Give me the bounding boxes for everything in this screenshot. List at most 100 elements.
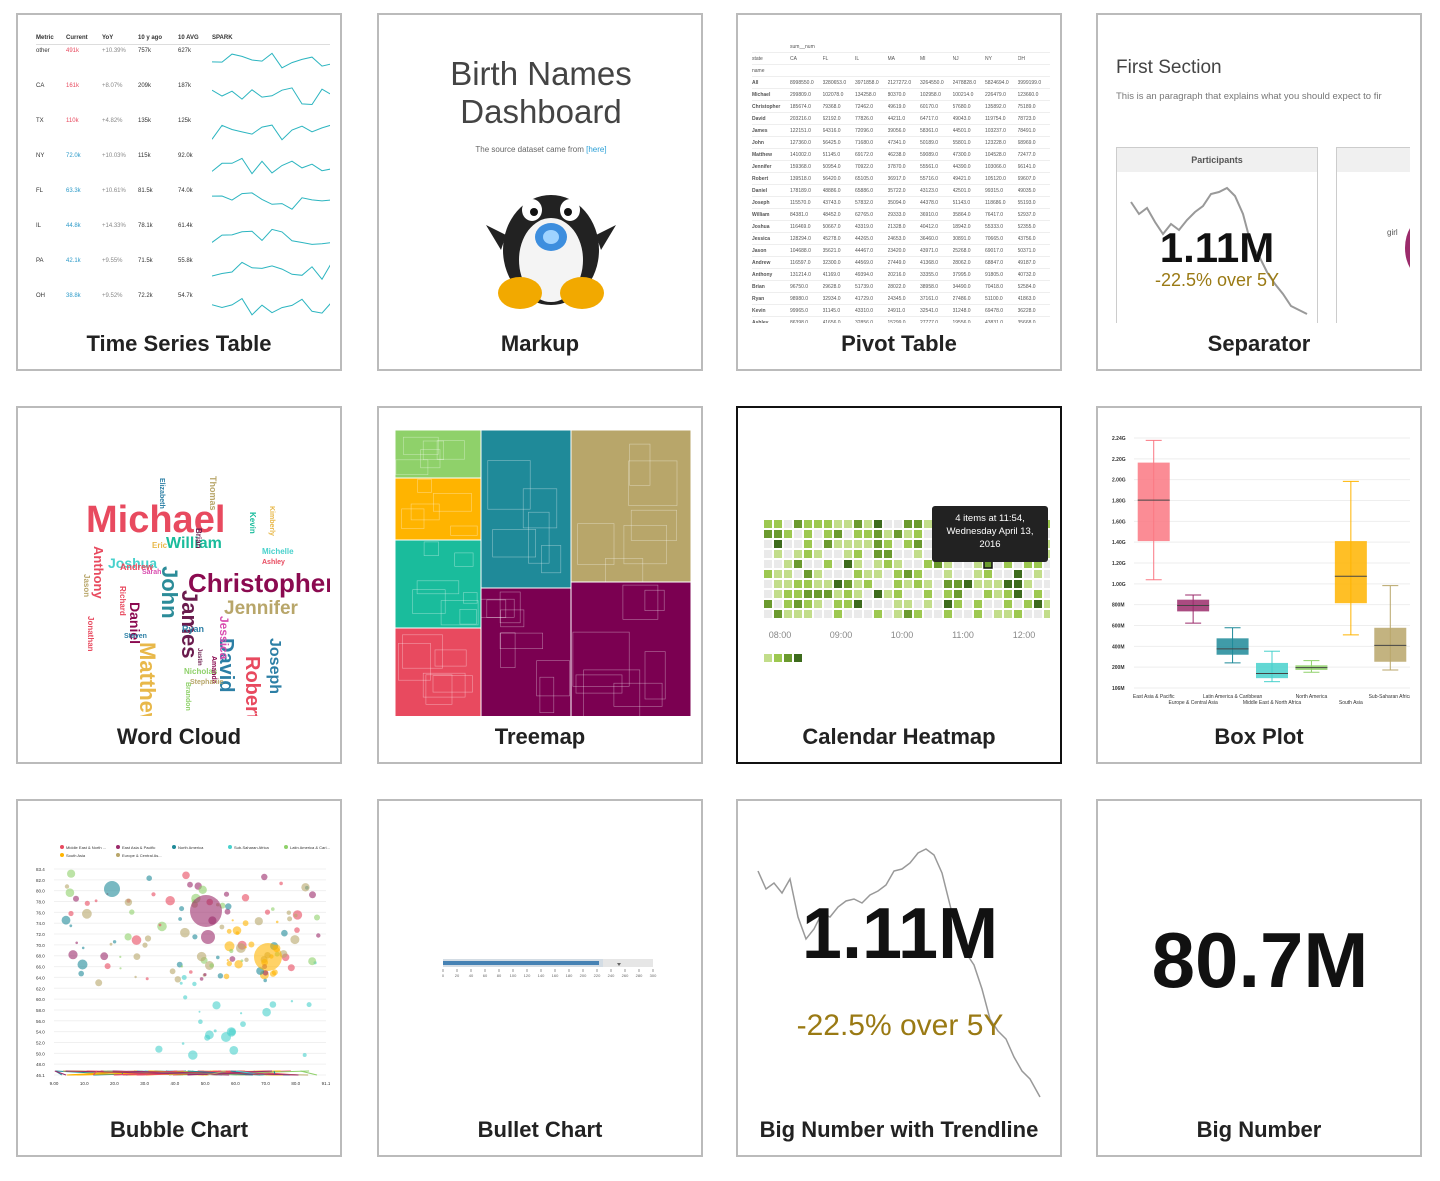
bullet-tick-label: 180 xyxy=(566,973,573,978)
heatmap-cell xyxy=(984,590,992,598)
rug-tick xyxy=(207,1070,227,1076)
heatmap-cell xyxy=(894,590,902,598)
treemap-block xyxy=(394,477,482,541)
pivot-cell: 103066.0 xyxy=(985,163,1006,170)
chart-card-markup[interactable]: Birth Names Dashboard The source dataset… xyxy=(377,13,703,371)
chart-card-bubble-chart[interactable]: Middle East & North ... East Asia & Pacif… xyxy=(16,799,342,1157)
treemap-subblock xyxy=(492,529,536,558)
header-cell: Metric xyxy=(36,35,54,41)
bubble xyxy=(182,871,190,880)
heatmap-cell xyxy=(914,580,922,588)
treemap-subblock xyxy=(536,660,570,697)
heatmap-cell xyxy=(924,570,932,578)
bubble xyxy=(287,964,295,972)
treemap-subblock xyxy=(583,669,641,716)
heatmap-cell xyxy=(784,600,792,608)
heatmap-cell xyxy=(784,520,792,528)
markup-source-link[interactable]: [here] xyxy=(586,145,607,154)
bubble xyxy=(269,1001,277,1008)
table-cell: +10.03% xyxy=(102,153,126,159)
heatmap-cell xyxy=(784,580,792,588)
heatmap-cell xyxy=(844,550,852,558)
table-cell: 74.0k xyxy=(178,188,193,194)
bubble xyxy=(240,1012,243,1015)
chart-card-treemap[interactable]: Treemap xyxy=(377,406,703,764)
pivot-cell: 62192.0 xyxy=(822,115,841,122)
heatmap-cell xyxy=(854,590,862,598)
table-cell: TX xyxy=(36,118,44,124)
chart-card-pivot-table[interactable]: sum__num state CA FL IL MA MI NJ NY OH name All… xyxy=(736,13,1062,371)
pivot-cell: James xyxy=(752,127,768,134)
bubble xyxy=(109,942,113,946)
treemap-block xyxy=(570,429,691,583)
heatmap-cell xyxy=(924,610,932,618)
bubble xyxy=(290,935,300,945)
heatmap-cell xyxy=(864,610,872,618)
card-label: Big Number xyxy=(1196,1117,1322,1142)
chart-card-big-number-trendline[interactable]: 1.11M -22.5% over 5Y Big Number with Tre… xyxy=(736,799,1062,1157)
chart-card-bullet-chart[interactable]: 0 20 40 60 80 100 120 140 160 180 200 220 240 260 280 3… xyxy=(377,799,703,1157)
sparkline-path xyxy=(212,297,330,316)
pivot-row: Ashley 86398.0 41656.0 32856.0 15299.0 27777.… xyxy=(752,317,1050,324)
bubble xyxy=(65,888,75,897)
panel-title: Participants xyxy=(1117,148,1317,172)
pivot-cell: 77826.0 xyxy=(855,115,874,122)
heatmap-cell xyxy=(1014,570,1022,578)
bullet-tick-label: 40 xyxy=(469,973,474,978)
heatmap-tick-label: 09:00 xyxy=(830,630,853,640)
heatmap-cell xyxy=(804,610,812,618)
chart-card-word-cloud[interactable]: Michael Christopher William Jennifer Joshua J… xyxy=(16,406,342,764)
pivot-cell: 28022.0 xyxy=(887,283,906,290)
pie-slice xyxy=(1405,218,1410,278)
bubble xyxy=(100,952,109,961)
heatmap-cell xyxy=(1024,560,1032,568)
heatmap-cell xyxy=(1004,570,1012,578)
treemap-subblock xyxy=(436,440,465,460)
table-cell: +14.33% xyxy=(102,223,126,229)
bullet-tick-label: 60 xyxy=(483,973,488,978)
chart-card-big-number[interactable]: 80.7M Big Number xyxy=(1096,799,1422,1157)
table-row: CA 161k +8.07% 209k 187k xyxy=(36,80,330,115)
bubble xyxy=(229,956,236,962)
table-cell: 92.0k xyxy=(178,153,193,159)
pivot-cell: 57680.0 xyxy=(952,103,971,110)
pivot-cell: Christopher xyxy=(752,103,781,110)
sparkline xyxy=(212,124,330,141)
table-cell: OH xyxy=(36,293,45,299)
heatmap-cell xyxy=(1014,590,1022,598)
table-row: IL 44.8k +14.33% 78.1k 61.4k xyxy=(36,220,330,255)
treemap-subblock xyxy=(499,591,521,624)
chart-card-calendar-heatmap[interactable]: 08:00 09:00 10:00 11:00 12:00 4 items at 11:… xyxy=(736,406,1062,764)
chart-card-separator[interactable]: First Section This is an paragraph that … xyxy=(1096,13,1422,371)
word-cloud-word: Joshua xyxy=(108,555,157,571)
table-cell: 42.1k xyxy=(66,258,81,264)
pivot-cell: 178189.0 xyxy=(790,187,811,194)
heatmap-cell xyxy=(804,560,812,568)
bubble xyxy=(61,915,71,925)
heatmap-cell xyxy=(784,590,792,598)
heatmap-cell xyxy=(1034,580,1042,588)
heatmap-tooltip: 4 items at 11:54, Wednesday April 13, 20… xyxy=(932,506,1048,562)
bullet-chart: 0 20 40 60 80 100 120 140 160 180 200 220 240 260 280 3… xyxy=(442,959,657,978)
heatmap-cell xyxy=(914,520,922,528)
word-cloud-word: Elizabeth xyxy=(158,478,165,509)
chart-card-box-plot[interactable]: 2.24G 2.20G 2.00G 1.80G 1.60G 1.40G 1.20G 1.00G… xyxy=(1096,406,1422,764)
heatmap-cell xyxy=(1004,590,1012,598)
heatmap-cell xyxy=(834,520,842,528)
pivot-cell: 69607.0 xyxy=(1017,175,1036,182)
bubble xyxy=(232,926,242,935)
sparkline-path xyxy=(212,261,330,281)
chart-card-time-series-table[interactable]: Metric Current YoY 10 y ago 10 AVG SPARK… xyxy=(16,13,342,371)
bubble xyxy=(226,928,232,934)
pivot-cell: David xyxy=(752,115,766,122)
pivot-cell: 115570.0 xyxy=(790,199,811,206)
pivot-cell: 128294.0 xyxy=(790,235,811,242)
treemap-subblock xyxy=(486,599,507,618)
bubble xyxy=(226,959,229,962)
treemap xyxy=(394,429,691,716)
heatmap-cell xyxy=(934,600,942,608)
bubble xyxy=(196,951,207,962)
bubble xyxy=(271,907,275,911)
treemap-subblock xyxy=(572,631,630,687)
bubble xyxy=(262,1007,271,1017)
